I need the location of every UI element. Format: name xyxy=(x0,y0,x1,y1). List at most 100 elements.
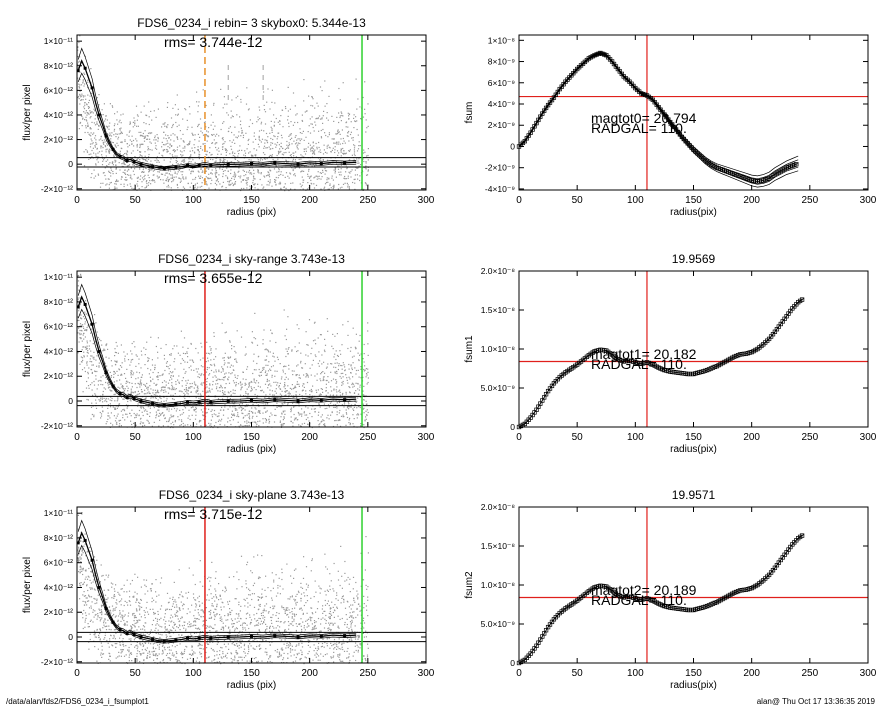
data-point xyxy=(325,400,327,402)
data-point xyxy=(118,133,120,135)
data-point xyxy=(326,112,328,114)
data-point xyxy=(110,390,112,392)
data-point xyxy=(296,324,298,326)
data-point xyxy=(107,381,109,383)
data-point xyxy=(94,110,96,112)
data-point xyxy=(101,145,103,147)
data-point xyxy=(253,178,255,180)
data-point xyxy=(349,424,351,426)
data-point xyxy=(95,143,97,145)
data-point xyxy=(156,148,158,150)
data-point xyxy=(185,388,187,390)
data-point xyxy=(215,356,217,358)
data-point xyxy=(351,367,353,369)
data-point xyxy=(319,159,321,161)
data-point xyxy=(308,170,310,172)
data-point xyxy=(105,184,107,186)
data-point xyxy=(102,114,104,116)
data-point xyxy=(350,170,352,173)
data-point xyxy=(228,392,230,394)
data-point xyxy=(79,78,81,81)
data-point xyxy=(217,390,219,392)
data-point xyxy=(126,184,129,186)
data-point xyxy=(263,157,265,160)
data-point xyxy=(135,416,137,418)
data-point xyxy=(156,395,158,397)
data-point xyxy=(156,402,158,404)
data-point xyxy=(139,406,142,408)
data-point xyxy=(164,122,166,124)
data-point xyxy=(263,608,265,610)
data-point xyxy=(198,177,201,179)
data-point xyxy=(89,146,92,148)
data-point xyxy=(284,401,286,403)
data-point xyxy=(279,151,281,153)
data-point xyxy=(332,378,335,380)
data-point xyxy=(102,350,104,352)
data-point xyxy=(84,370,86,373)
data-point xyxy=(195,624,197,626)
data-point xyxy=(107,136,109,138)
data-point xyxy=(255,154,257,156)
data-point xyxy=(334,142,336,144)
data-point xyxy=(222,626,225,628)
data-point xyxy=(114,360,116,362)
data-point xyxy=(164,386,166,389)
data-point xyxy=(251,331,253,333)
data-point xyxy=(222,414,225,416)
fsum-curve xyxy=(518,297,805,428)
data-point xyxy=(277,136,279,138)
data-point xyxy=(354,174,356,176)
data-point xyxy=(94,135,97,137)
data-point xyxy=(301,367,303,369)
data-point xyxy=(234,181,237,183)
data-point xyxy=(89,340,91,342)
data-point xyxy=(170,158,172,160)
data-point xyxy=(80,329,82,332)
data-point xyxy=(223,393,225,395)
data-point xyxy=(328,381,330,383)
data-point xyxy=(147,148,150,150)
data-point xyxy=(266,142,269,144)
data-point xyxy=(322,169,324,171)
data-point xyxy=(137,403,139,405)
data-point xyxy=(306,381,309,384)
x-tick-label: 300 xyxy=(418,432,435,443)
data-point xyxy=(308,142,310,144)
data-point xyxy=(222,161,224,163)
data-point xyxy=(348,363,350,366)
data-point xyxy=(145,159,147,161)
data-point xyxy=(124,358,126,360)
data-point xyxy=(219,386,221,389)
data-point xyxy=(87,371,89,373)
data-point xyxy=(313,177,315,179)
data-point xyxy=(246,184,248,186)
data-point xyxy=(105,423,107,425)
data-point xyxy=(156,392,158,394)
data-point xyxy=(284,390,286,393)
data-point xyxy=(170,174,172,176)
data-point xyxy=(200,127,202,129)
data-point xyxy=(118,419,120,422)
data-point xyxy=(119,150,121,152)
data-point xyxy=(139,606,141,608)
data-point xyxy=(186,352,188,354)
data-point xyxy=(148,171,150,173)
data-point xyxy=(337,129,339,131)
data-point xyxy=(140,402,142,405)
data-point xyxy=(356,400,358,402)
data-point xyxy=(110,396,112,398)
data-point xyxy=(332,395,334,397)
data-point xyxy=(323,149,325,151)
data-point xyxy=(230,110,232,112)
data-point xyxy=(92,142,94,144)
data-point xyxy=(82,95,84,97)
y-tick-label: 0 xyxy=(510,422,515,432)
data-point xyxy=(347,382,349,384)
data-point xyxy=(326,179,328,181)
data-point xyxy=(189,611,191,613)
data-point xyxy=(121,176,123,178)
x-tick-label: 50 xyxy=(130,432,142,443)
data-point xyxy=(182,412,185,414)
